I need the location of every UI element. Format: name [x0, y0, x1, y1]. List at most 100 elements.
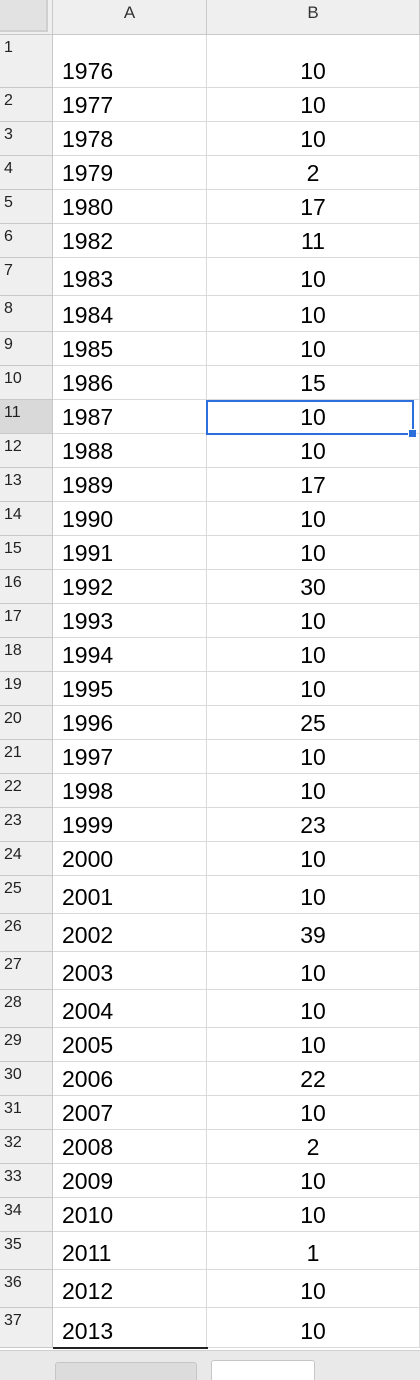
- cell-value[interactable]: 17: [207, 190, 420, 224]
- row-header[interactable]: 1: [0, 35, 53, 88]
- row-header[interactable]: 16: [0, 570, 53, 604]
- row-header[interactable]: 19: [0, 672, 53, 706]
- cell-value[interactable]: 10: [207, 876, 420, 914]
- cell-year[interactable]: 2011: [53, 1232, 207, 1270]
- row-header[interactable]: 21: [0, 740, 53, 774]
- cell-value[interactable]: 10: [207, 842, 420, 876]
- row-header[interactable]: 34: [0, 1198, 53, 1232]
- cell-year[interactable]: 1996: [53, 706, 207, 740]
- cell-year[interactable]: 1983: [53, 258, 207, 296]
- cell-value[interactable]: 25: [207, 706, 420, 740]
- cell-year[interactable]: 1986: [53, 366, 207, 400]
- column-header-a[interactable]: A: [53, 0, 207, 35]
- cell-year[interactable]: 1998: [53, 774, 207, 808]
- cell-value[interactable]: 10: [207, 1198, 420, 1232]
- cell-value[interactable]: 10: [207, 1270, 420, 1308]
- row-header[interactable]: 10: [0, 366, 53, 400]
- row-header[interactable]: 24: [0, 842, 53, 876]
- row-header[interactable]: 5: [0, 190, 53, 224]
- column-header-b[interactable]: B: [207, 0, 420, 35]
- cell-value[interactable]: 2: [207, 1130, 420, 1164]
- cell-year[interactable]: 2005: [53, 1028, 207, 1062]
- row-header[interactable]: 6: [0, 224, 53, 258]
- cell-value[interactable]: 10: [207, 1308, 420, 1348]
- row-header[interactable]: 2: [0, 88, 53, 122]
- cell-year[interactable]: 2007: [53, 1096, 207, 1130]
- cell-year[interactable]: 1990: [53, 502, 207, 536]
- row-header[interactable]: 4: [0, 156, 53, 190]
- row-header[interactable]: 12: [0, 434, 53, 468]
- cell-year[interactable]: 2009: [53, 1164, 207, 1198]
- row-header[interactable]: 22: [0, 774, 53, 808]
- cell-value[interactable]: 17: [207, 468, 420, 502]
- cell-year[interactable]: 2013: [53, 1308, 207, 1348]
- cell-year[interactable]: 1993: [53, 604, 207, 638]
- cell-value[interactable]: 10: [207, 638, 420, 672]
- row-header[interactable]: 13: [0, 468, 53, 502]
- cell-year[interactable]: 1988: [53, 434, 207, 468]
- row-header[interactable]: 27: [0, 952, 53, 990]
- cell-year[interactable]: 2001: [53, 876, 207, 914]
- row-header[interactable]: 18: [0, 638, 53, 672]
- cell-year[interactable]: 1994: [53, 638, 207, 672]
- cell-year[interactable]: 1997: [53, 740, 207, 774]
- cell-year[interactable]: 1976: [53, 35, 207, 88]
- cell-year[interactable]: 1979: [53, 156, 207, 190]
- cell-year[interactable]: 2000: [53, 842, 207, 876]
- cell-year[interactable]: 1978: [53, 122, 207, 156]
- row-header[interactable]: 17: [0, 604, 53, 638]
- cell-value[interactable]: 10: [207, 536, 420, 570]
- row-header[interactable]: 36: [0, 1270, 53, 1308]
- cell-year[interactable]: 1991: [53, 536, 207, 570]
- cell-value[interactable]: 10: [207, 604, 420, 638]
- row-header[interactable]: 9: [0, 332, 53, 366]
- cell-year[interactable]: 1992: [53, 570, 207, 604]
- row-header[interactable]: 33: [0, 1164, 53, 1198]
- select-all-corner[interactable]: [0, 0, 53, 35]
- cell-value[interactable]: 2: [207, 156, 420, 190]
- cell-year[interactable]: 1977: [53, 88, 207, 122]
- cell-value[interactable]: 11: [207, 224, 420, 258]
- cell-value[interactable]: 10: [207, 296, 420, 332]
- cell-value[interactable]: 10: [207, 400, 420, 434]
- row-header[interactable]: 37: [0, 1308, 53, 1348]
- cell-value[interactable]: 10: [207, 990, 420, 1028]
- cell-year[interactable]: 2008: [53, 1130, 207, 1164]
- cell-year[interactable]: 2010: [53, 1198, 207, 1232]
- cell-value[interactable]: 10: [207, 502, 420, 536]
- cell-value[interactable]: 10: [207, 1028, 420, 1062]
- cell-year[interactable]: 2002: [53, 914, 207, 952]
- cell-year[interactable]: 2006: [53, 1062, 207, 1096]
- cell-value[interactable]: 30: [207, 570, 420, 604]
- spreadsheet-grid[interactable]: A B 1 1976 10 2 1977 10 3 1978 10 4 1979 2 5 1980 17 6 1…: [0, 0, 420, 1350]
- row-header[interactable]: 11: [0, 400, 53, 434]
- cell-value[interactable]: 10: [207, 1096, 420, 1130]
- cell-value[interactable]: 10: [207, 88, 420, 122]
- row-header[interactable]: 23: [0, 808, 53, 842]
- cell-value[interactable]: 15: [207, 366, 420, 400]
- cell-year[interactable]: 1984: [53, 296, 207, 332]
- cell-year[interactable]: 2012: [53, 1270, 207, 1308]
- cell-year[interactable]: 1980: [53, 190, 207, 224]
- row-header[interactable]: 15: [0, 536, 53, 570]
- cell-value[interactable]: 10: [207, 672, 420, 706]
- row-header[interactable]: 35: [0, 1232, 53, 1270]
- cell-value[interactable]: 10: [207, 774, 420, 808]
- row-header[interactable]: 3: [0, 122, 53, 156]
- row-header[interactable]: 14: [0, 502, 53, 536]
- cell-year[interactable]: 1987: [53, 400, 207, 434]
- cell-value[interactable]: 10: [207, 740, 420, 774]
- fill-handle[interactable]: [408, 429, 417, 438]
- cell-year[interactable]: 1989: [53, 468, 207, 502]
- sheet-tab-inactive[interactable]: [55, 1362, 197, 1380]
- row-header[interactable]: 32: [0, 1130, 53, 1164]
- row-header[interactable]: 30: [0, 1062, 53, 1096]
- cell-value[interactable]: 10: [207, 35, 420, 88]
- row-header[interactable]: 7: [0, 258, 53, 296]
- cell-year[interactable]: 1985: [53, 332, 207, 366]
- cell-year[interactable]: 1995: [53, 672, 207, 706]
- cell-value[interactable]: 10: [207, 952, 420, 990]
- cell-value[interactable]: 10: [207, 122, 420, 156]
- cell-year[interactable]: 1999: [53, 808, 207, 842]
- row-header[interactable]: 26: [0, 914, 53, 952]
